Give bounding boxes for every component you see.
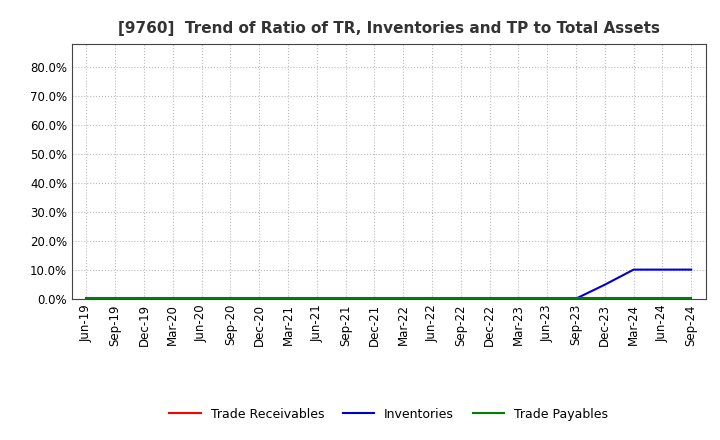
Trade Receivables (658, 296, 667, 301)
Trade Receivables (485, 296, 494, 301)
Trade Payables (168, 296, 177, 301)
Trade Receivables (197, 296, 206, 301)
Inventories (370, 296, 379, 301)
Trade Payables (341, 296, 350, 301)
Trade Receivables (456, 296, 465, 301)
Trade Receivables (168, 296, 177, 301)
Trade Receivables (428, 296, 436, 301)
Trade Payables (456, 296, 465, 301)
Trade Receivables (284, 296, 292, 301)
Trade Receivables (111, 296, 120, 301)
Trade Payables (600, 296, 609, 301)
Trade Receivables (629, 296, 638, 301)
Inventories (111, 296, 120, 301)
Inventories (629, 267, 638, 272)
Trade Payables (312, 296, 321, 301)
Trade Payables (370, 296, 379, 301)
Trade Payables (197, 296, 206, 301)
Trade Payables (140, 296, 148, 301)
Inventories (428, 296, 436, 301)
Trade Receivables (572, 296, 580, 301)
Inventories (658, 267, 667, 272)
Inventories (456, 296, 465, 301)
Inventories (341, 296, 350, 301)
Trade Receivables (399, 296, 408, 301)
Inventories (600, 282, 609, 287)
Inventories (312, 296, 321, 301)
Trade Payables (514, 296, 523, 301)
Trade Receivables (255, 296, 264, 301)
Trade Payables (658, 296, 667, 301)
Trade Receivables (543, 296, 552, 301)
Inventories (168, 296, 177, 301)
Trade Receivables (226, 296, 235, 301)
Inventories (514, 296, 523, 301)
Trade Payables (629, 296, 638, 301)
Trade Payables (485, 296, 494, 301)
Inventories (687, 267, 696, 272)
Trade Receivables (687, 296, 696, 301)
Trade Payables (428, 296, 436, 301)
Line: Inventories: Inventories (86, 270, 691, 299)
Trade Receivables (600, 296, 609, 301)
Trade Payables (111, 296, 120, 301)
Inventories (399, 296, 408, 301)
Trade Payables (82, 296, 91, 301)
Inventories (543, 296, 552, 301)
Trade Receivables (140, 296, 148, 301)
Trade Receivables (514, 296, 523, 301)
Legend: Trade Receivables, Inventories, Trade Payables: Trade Receivables, Inventories, Trade Pa… (164, 403, 613, 425)
Trade Receivables (370, 296, 379, 301)
Inventories (197, 296, 206, 301)
Trade Receivables (341, 296, 350, 301)
Trade Payables (255, 296, 264, 301)
Trade Payables (284, 296, 292, 301)
Trade Payables (572, 296, 580, 301)
Trade Payables (399, 296, 408, 301)
Inventories (226, 296, 235, 301)
Inventories (284, 296, 292, 301)
Inventories (572, 296, 580, 301)
Title: [9760]  Trend of Ratio of TR, Inventories and TP to Total Assets: [9760] Trend of Ratio of TR, Inventories… (118, 21, 660, 36)
Trade Payables (226, 296, 235, 301)
Trade Payables (687, 296, 696, 301)
Trade Payables (543, 296, 552, 301)
Trade Receivables (312, 296, 321, 301)
Inventories (485, 296, 494, 301)
Trade Receivables (82, 296, 91, 301)
Inventories (82, 296, 91, 301)
Inventories (255, 296, 264, 301)
Inventories (140, 296, 148, 301)
